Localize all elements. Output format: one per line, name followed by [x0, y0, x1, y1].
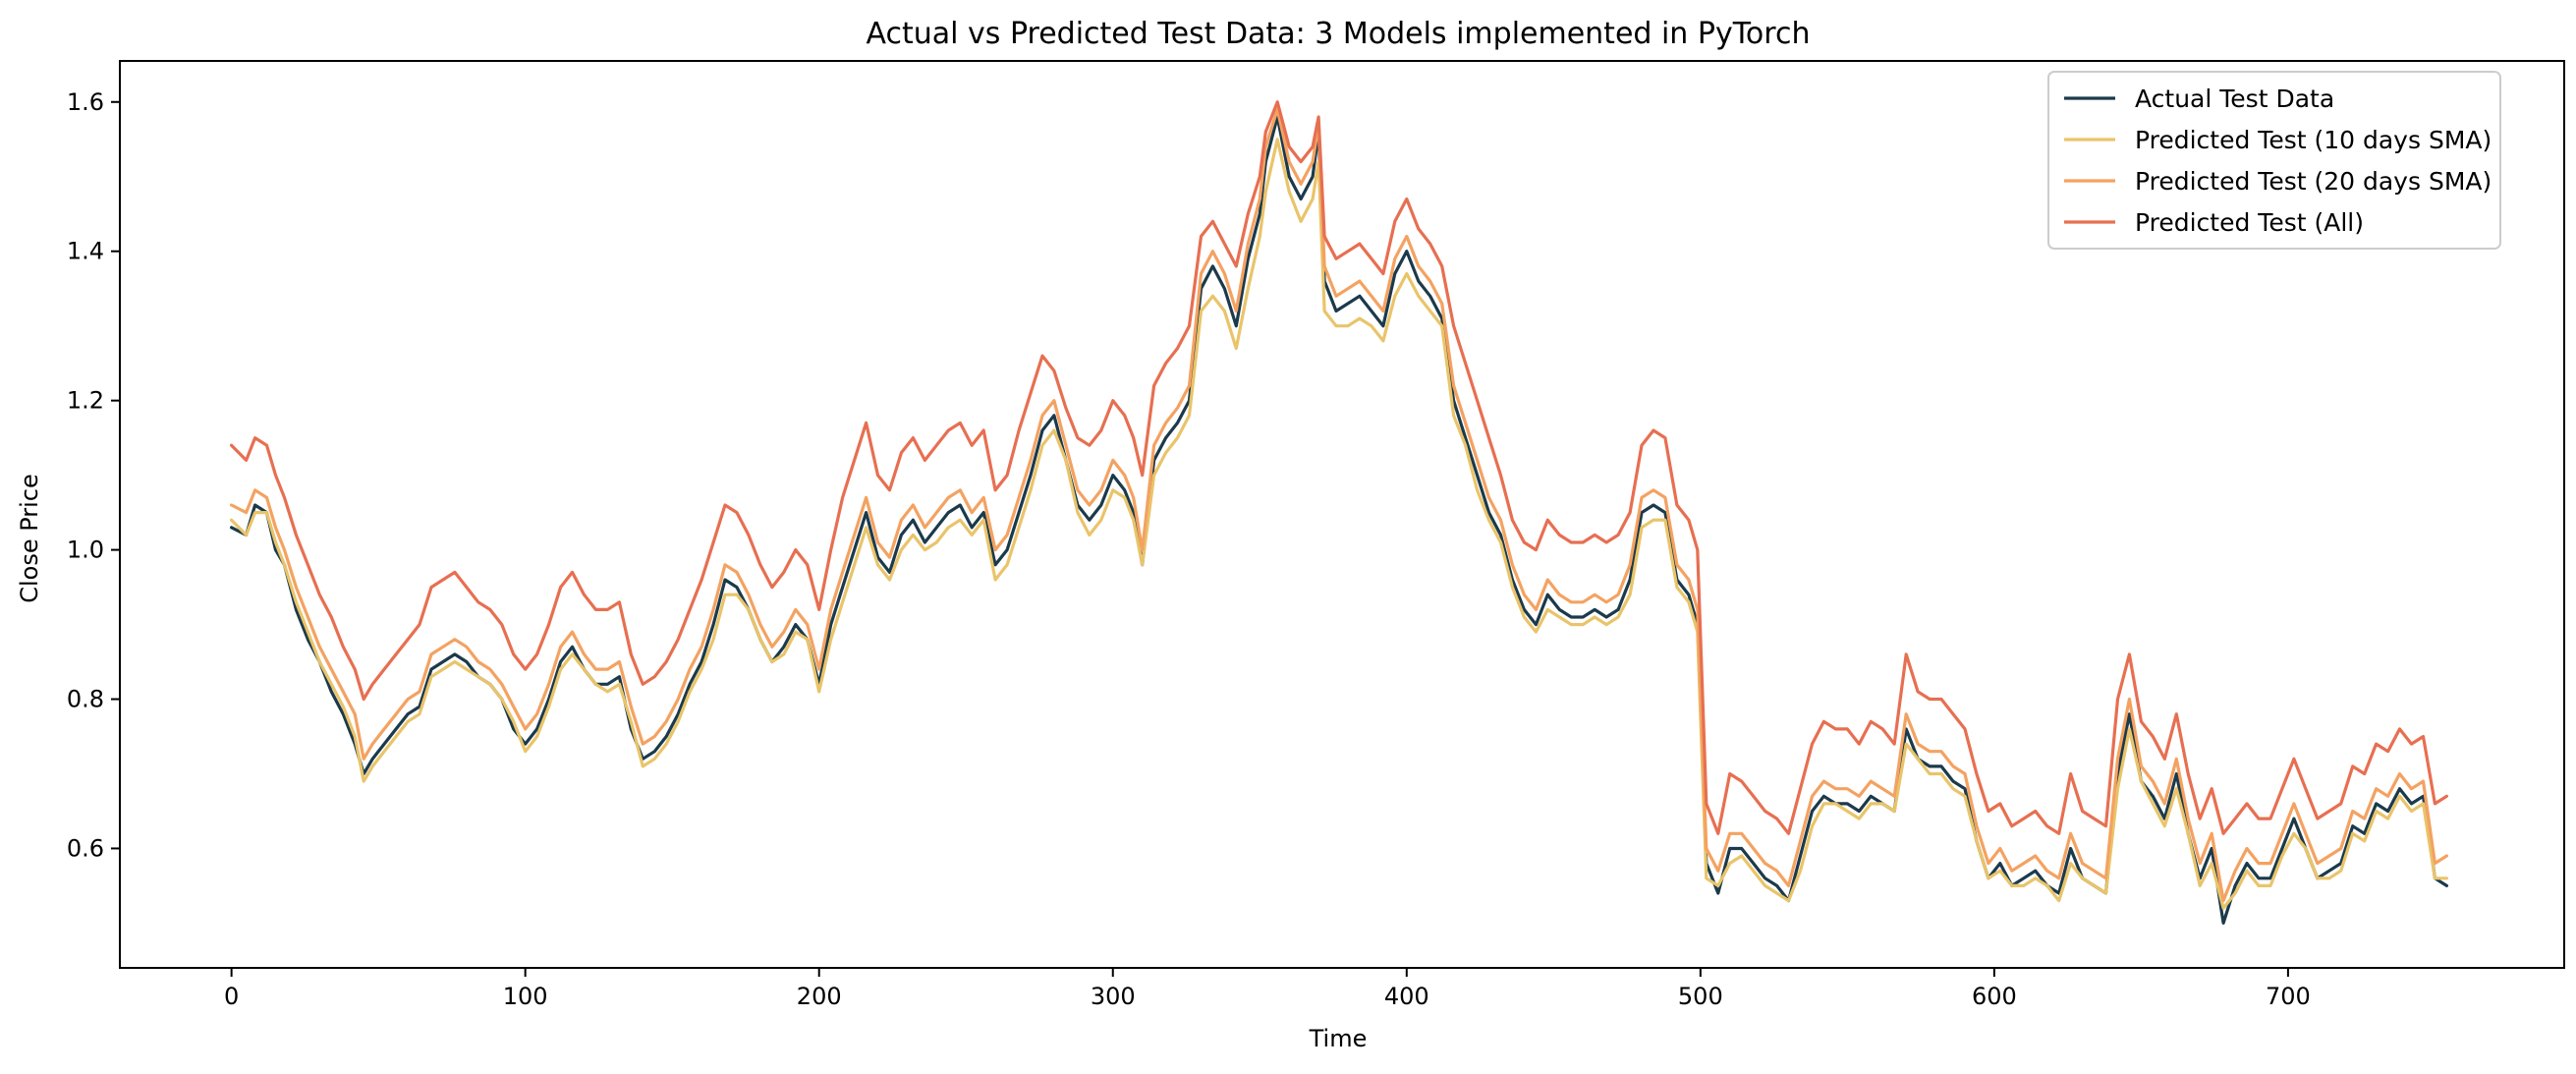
y-tick-label: 1.6 [67, 88, 104, 116]
y-tick-label: 1.2 [67, 387, 104, 415]
x-tick-label: 200 [797, 983, 842, 1010]
x-tick-label: 500 [1678, 983, 1723, 1010]
y-tick-label: 0.6 [67, 834, 104, 862]
x-tick-label: 300 [1091, 983, 1136, 1010]
series-group [230, 100, 2448, 926]
legend: Actual Test Data Predicted Test (10 days … [2047, 71, 2501, 250]
series-line-4 [230, 100, 2448, 835]
x-axis: 0 100 200 300 400 500 600 700 [224, 968, 2311, 1010]
x-axis-label: Time [1309, 1025, 1368, 1052]
plot-area [119, 60, 2565, 969]
x-tick-label: 100 [503, 983, 548, 1010]
x-tick-label: 400 [1384, 983, 1429, 1010]
x-tick-label: 0 [224, 983, 239, 1010]
y-axis-label: Close Price [16, 474, 43, 603]
y-tick-label: 0.8 [67, 686, 104, 713]
x-tick-label: 600 [1972, 983, 2017, 1010]
legend-label-1: Actual Test Data [2135, 85, 2334, 113]
y-tick-label: 1.0 [67, 537, 104, 564]
legend-label-4: Predicted Test (All) [2135, 208, 2364, 237]
series-line-2 [230, 138, 2448, 910]
legend-label-3: Predicted Test (20 days SMA) [2135, 167, 2492, 196]
legend-label-2: Predicted Test (10 days SMA) [2135, 126, 2492, 154]
chart-title: Actual vs Predicted Test Data: 3 Models … [867, 17, 1811, 51]
x-tick-label: 700 [2266, 983, 2311, 1010]
y-tick-label: 1.4 [67, 238, 104, 265]
axes-frame [119, 60, 2565, 969]
series-line-3 [230, 107, 2448, 903]
legend-box [2047, 71, 2501, 250]
y-axis: 0.6 0.8 1.0 1.2 1.4 1.6 [67, 88, 120, 862]
